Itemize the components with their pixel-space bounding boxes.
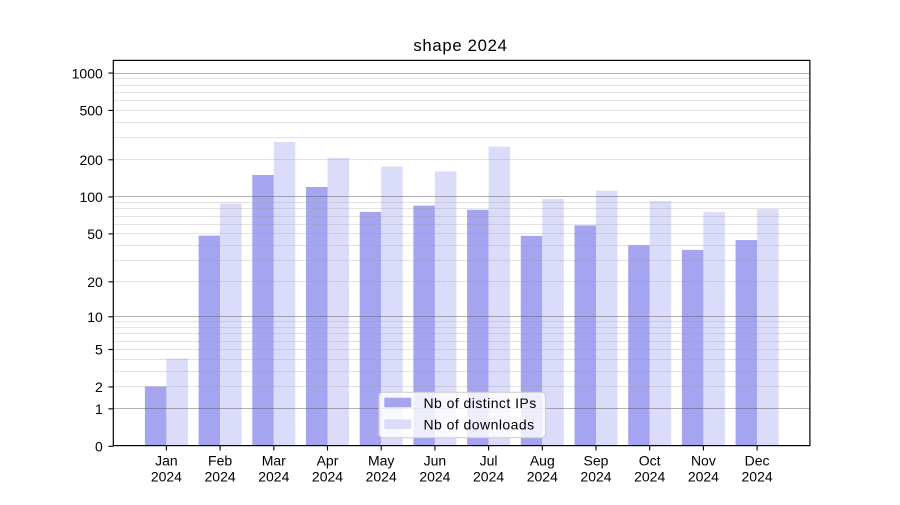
svg-text:0: 0 [95, 439, 103, 455]
svg-text:2024: 2024 [634, 468, 665, 484]
svg-text:50: 50 [87, 226, 103, 242]
svg-text:2024: 2024 [205, 468, 236, 484]
svg-text:2024: 2024 [419, 468, 450, 484]
svg-text:200: 200 [79, 152, 103, 168]
svg-text:2024: 2024 [312, 468, 343, 484]
svg-text:20: 20 [87, 274, 103, 290]
svg-text:Feb: Feb [208, 453, 232, 469]
svg-text:May: May [368, 453, 394, 469]
svg-text:2024: 2024 [580, 468, 611, 484]
svg-text:shape 2024: shape 2024 [413, 36, 507, 55]
svg-text:Jun: Jun [424, 453, 447, 469]
svg-text:2024: 2024 [366, 468, 397, 484]
svg-text:2024: 2024 [258, 468, 289, 484]
svg-text:10: 10 [87, 309, 103, 325]
svg-text:2024: 2024 [473, 468, 504, 484]
svg-text:1: 1 [95, 401, 103, 417]
svg-text:2024: 2024 [742, 468, 773, 484]
svg-text:Nov: Nov [691, 453, 716, 469]
svg-text:100: 100 [79, 189, 103, 205]
svg-text:2: 2 [95, 379, 103, 395]
svg-text:Nb of downloads: Nb of downloads [424, 417, 535, 433]
svg-text:Mar: Mar [262, 453, 286, 469]
svg-text:2024: 2024 [151, 468, 182, 484]
svg-text:Oct: Oct [639, 453, 661, 469]
svg-text:5: 5 [95, 342, 103, 358]
svg-text:Aug: Aug [530, 453, 555, 469]
svg-text:Dec: Dec [745, 453, 770, 469]
svg-text:1000: 1000 [72, 65, 103, 81]
svg-text:Apr: Apr [317, 453, 339, 469]
svg-text:Nb of distinct IPs: Nb of distinct IPs [424, 395, 537, 411]
svg-text:500: 500 [79, 103, 103, 119]
svg-text:Sep: Sep [584, 453, 609, 469]
svg-text:Jul: Jul [480, 453, 498, 469]
svg-text:Jan: Jan [155, 453, 178, 469]
svg-text:2024: 2024 [527, 468, 558, 484]
svg-text:2024: 2024 [688, 468, 719, 484]
